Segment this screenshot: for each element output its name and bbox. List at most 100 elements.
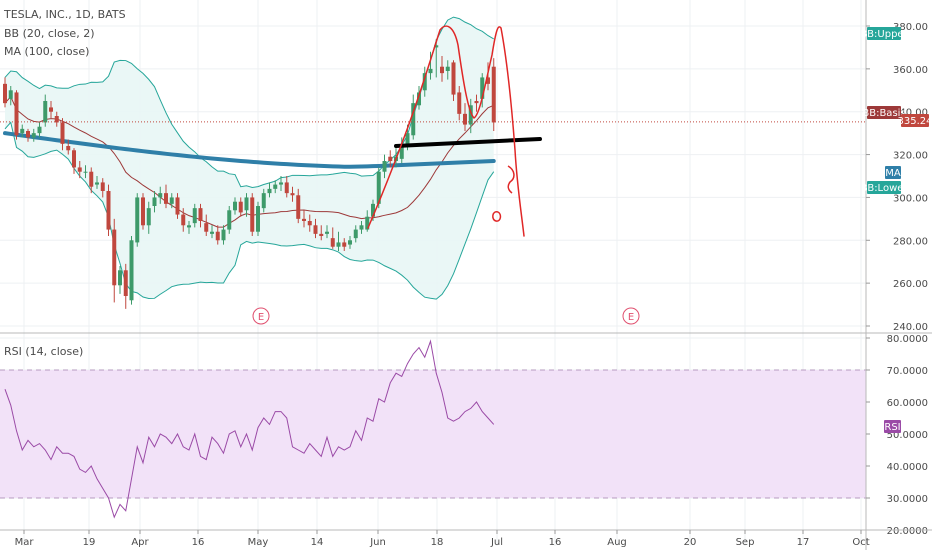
- candle-body: [101, 182, 105, 191]
- candle-body: [475, 101, 479, 103]
- candle-body: [78, 167, 82, 171]
- candle-body: [135, 197, 139, 242]
- symbol-legend[interactable]: TESLA, INC., 1D, BATS: [3, 8, 126, 21]
- candle-body: [210, 232, 214, 234]
- tag-bb-upper-label: BB:Upper: [860, 29, 908, 40]
- time-axis-label: Oct: [852, 537, 869, 548]
- candle-body: [130, 240, 134, 300]
- candle-body: [222, 230, 226, 241]
- earnings-marker[interactable]: E: [623, 308, 639, 324]
- candle-body: [273, 185, 277, 189]
- candle-body: [406, 133, 410, 144]
- candle-body: [193, 208, 197, 223]
- candle-body: [49, 107, 53, 111]
- rsi-axis-label: 70.0000: [887, 366, 928, 377]
- tag-ma[interactable]: MA: [885, 166, 901, 179]
- rsi-legend[interactable]: RSI (14, close): [4, 345, 83, 358]
- candle-body: [124, 270, 128, 296]
- candle-body: [89, 172, 93, 187]
- time-axis-label: 16: [549, 537, 562, 548]
- candle-body: [181, 215, 185, 226]
- candle-body: [342, 242, 346, 246]
- candle-body: [233, 202, 237, 211]
- time-axis-label: 17: [797, 537, 810, 548]
- candle-body: [314, 225, 318, 234]
- rsi-band-fill: [0, 370, 866, 498]
- earnings-marker-label: E: [258, 312, 264, 323]
- candle-body: [285, 182, 289, 193]
- candle-body: [15, 92, 19, 135]
- tag-bb-upper[interactable]: BB:Upper: [860, 27, 908, 40]
- candle-body: [20, 129, 24, 133]
- candle-body: [337, 242, 341, 246]
- candle-body: [463, 114, 467, 125]
- time-axis-label: 20: [684, 537, 697, 548]
- candle-body: [199, 208, 203, 221]
- candle-body: [55, 116, 59, 122]
- rsi-axis-label: 40.0000: [887, 462, 928, 473]
- tag-rsi[interactable]: RSI: [884, 420, 901, 433]
- candle-body: [187, 225, 191, 227]
- candle-body: [158, 193, 162, 197]
- rsi-axis-label: 60.0000: [887, 398, 928, 409]
- candle-body: [84, 172, 88, 173]
- candle-body: [262, 193, 266, 208]
- tag-bb-lower-label: BB:Lower: [860, 183, 908, 194]
- candle-body: [227, 210, 231, 229]
- tag-ma-label: MA: [885, 168, 901, 179]
- rsi-axis-label: 20.0000: [887, 526, 928, 537]
- candle[interactable]: [107, 185, 111, 236]
- candle-body: [61, 122, 65, 143]
- candle-body: [245, 197, 249, 210]
- candle[interactable]: [492, 58, 496, 131]
- candle[interactable]: [256, 202, 260, 236]
- price-axis-label: 320.00: [893, 151, 928, 162]
- candle-body: [9, 90, 13, 99]
- time-axis-label: Apr: [131, 537, 149, 548]
- bb-legend[interactable]: BB (20, close, 2): [4, 27, 95, 40]
- candle-body: [112, 230, 116, 286]
- price-axis-label: 360.00: [893, 65, 928, 76]
- ma-legend[interactable]: MA (100, close): [4, 45, 89, 58]
- time-axis-label: 16: [192, 537, 205, 548]
- candle-body: [429, 69, 433, 73]
- candle-body: [383, 161, 387, 172]
- candle-body: [107, 191, 111, 230]
- price-axis-label: 260.00: [893, 279, 928, 290]
- candle-body: [457, 92, 461, 113]
- rsi-axis-label: 30.0000: [887, 494, 928, 505]
- candle-body: [147, 208, 151, 225]
- candle-body: [176, 197, 180, 214]
- candle-body: [325, 232, 329, 234]
- candle-body: [66, 146, 70, 150]
- candle-body: [360, 225, 364, 229]
- candle-body: [388, 157, 392, 161]
- candle[interactable]: [135, 193, 139, 247]
- candle-body: [216, 232, 220, 241]
- tag-last-price[interactable]: 335.24: [898, 114, 932, 127]
- time-axis-label: Sep: [736, 537, 755, 548]
- candle-body: [95, 182, 99, 184]
- candle[interactable]: [130, 236, 134, 305]
- candle-body: [291, 193, 295, 195]
- price-axis-label: 240.00: [893, 322, 928, 333]
- earnings-marker[interactable]: E: [253, 308, 269, 324]
- candle-body: [38, 127, 42, 133]
- price-axis-label: 280.00: [893, 236, 928, 247]
- candle-body: [170, 197, 174, 203]
- candle-body: [492, 67, 496, 123]
- time-axis-label: Jul: [490, 537, 503, 548]
- price-axis-label: 300.00: [893, 193, 928, 204]
- candle[interactable]: [250, 193, 254, 236]
- candle-body: [72, 150, 76, 167]
- time-axis-label: 18: [431, 537, 444, 548]
- candle[interactable]: [141, 193, 145, 229]
- time-axis-label: 14: [311, 537, 324, 548]
- earnings-marker-label: E: [628, 312, 634, 323]
- candle[interactable]: [15, 90, 19, 139]
- candle-body: [32, 133, 36, 137]
- tag-bb-lower[interactable]: BB:Lower: [860, 181, 908, 194]
- candle-body: [308, 221, 312, 225]
- candle-body: [354, 230, 358, 239]
